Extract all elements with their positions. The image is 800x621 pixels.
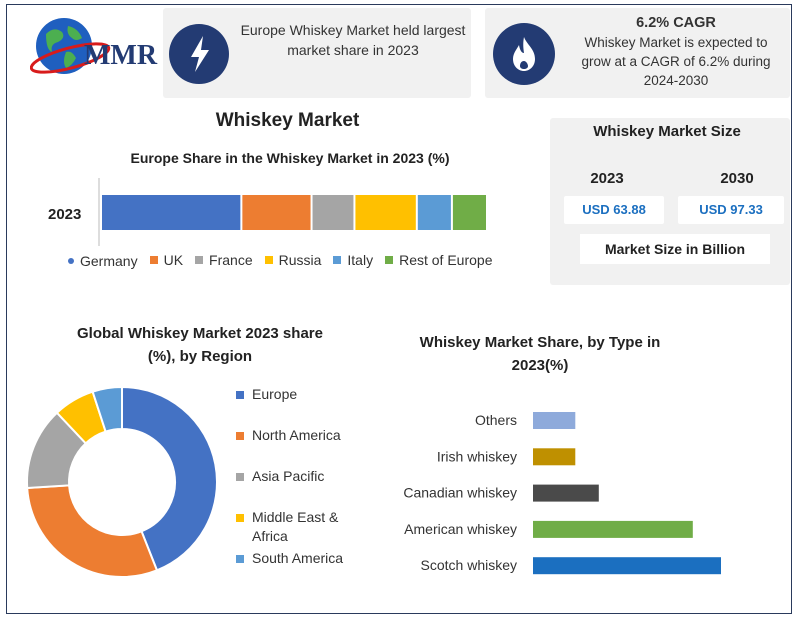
card1-line2: market share in 2023 <box>287 42 419 58</box>
logo: MMR <box>29 12 170 82</box>
legend-label: UK <box>163 252 184 268</box>
type-title-line2: 2023(%) <box>511 357 569 374</box>
europe-segment-germany <box>102 195 241 230</box>
cagr-line2: grow at a CAGR of 6.2% during <box>581 54 771 69</box>
market-size-panel: Whiskey Market Size 2023 2030 USD 63.88 … <box>550 118 790 285</box>
legend-label: Russia <box>278 252 322 268</box>
legend-swatch <box>236 514 244 522</box>
region-legend-europe: Europe <box>236 385 297 404</box>
europe-share-chart: 2023 <box>48 178 486 246</box>
market-size-value-2030: USD 97.33 <box>678 196 784 224</box>
europe-legend-france: France <box>195 252 253 268</box>
region-slice-europe <box>121 385 218 572</box>
europe-legend-germany: Germany <box>68 253 138 269</box>
legend-label: Germany <box>80 253 138 269</box>
region-slice-south-america <box>91 385 123 433</box>
market-size-footer: Market Size in Billion <box>580 234 770 264</box>
europe-legend-rest-of-europe: Rest of Europe <box>385 252 492 268</box>
type-bar-scotch-whiskey <box>533 557 721 575</box>
legend-label: South America <box>252 550 344 566</box>
legend-swatch <box>236 473 244 481</box>
type-bar-canadian-whiskey <box>533 484 599 502</box>
legend-swatch <box>68 258 74 264</box>
market-size-value-2023: USD 63.88 <box>564 196 664 224</box>
legend-swatch <box>264 256 273 264</box>
type-bar-irish-whiskey <box>533 448 576 466</box>
cagr-line1: Whiskey Market is expected to <box>584 35 768 50</box>
legend-label: France <box>209 252 253 268</box>
lightning-icon <box>169 24 229 84</box>
globe-icon <box>29 18 111 74</box>
region-title-line2: (%), by Region <box>147 348 253 365</box>
europe-segment-russia <box>355 195 416 230</box>
europe-highlight-card: Europe Whiskey Market held largest marke… <box>163 8 471 98</box>
legend-label: Italy <box>347 252 374 268</box>
region-slice-north-america <box>26 484 159 578</box>
europe-legend-italy: Italy <box>333 252 373 268</box>
legend-label: North America <box>252 427 341 443</box>
type-title-line1: Whiskey Market Share, by Type in <box>419 334 661 351</box>
cagr-card: 6.2% CAGR Whiskey Market is expected to … <box>485 8 790 98</box>
cagr-title: 6.2% CAGR <box>636 15 716 31</box>
main-title: Whiskey Market <box>215 110 360 131</box>
market-size-title: Whiskey Market Size <box>593 123 741 140</box>
legend-swatch <box>385 256 394 264</box>
europe-segment-france <box>312 195 354 230</box>
infographic-frame <box>6 4 792 614</box>
flame-icon <box>493 23 555 85</box>
europe-legend: Germany UK France Russia Italy Rest of Europe <box>68 251 538 269</box>
region-donut-chart <box>26 385 218 578</box>
europe-category-label: 2023 <box>48 206 81 223</box>
region-chart-title: Global Whiskey Market 2023 share (%), by… <box>60 322 340 368</box>
europe-segment-italy <box>417 195 451 230</box>
legend-label: Europe <box>252 386 298 402</box>
region-legend-south-america: South America <box>236 549 343 568</box>
region-legend-middle-east-africa: Middle East & Africa <box>236 508 338 546</box>
legend-label: Middle East & Africa <box>252 509 339 544</box>
region-legend-north-america: North America <box>236 426 341 445</box>
type-label-others: Others <box>475 412 517 428</box>
market-size-year-2030: 2030 <box>720 170 754 187</box>
region-legend: Europe North America Asia Pacific Middle Ea… <box>236 385 376 575</box>
legend-swatch <box>333 256 342 264</box>
legend-label: Rest of Europe <box>399 252 493 268</box>
legend-swatch <box>149 256 158 264</box>
europe-chart-title: Europe Share in the Whiskey Market in 20… <box>130 150 450 166</box>
type-label-scotch-whiskey: Scotch whiskey <box>421 557 517 573</box>
europe-legend-russia: Russia <box>264 252 322 268</box>
type-label-american-whiskey: American whiskey <box>404 521 517 537</box>
region-legend-asia-pacific: Asia Pacific <box>236 467 324 486</box>
cagr-line3: 2024-2030 <box>643 73 709 88</box>
type-bar-american-whiskey <box>533 520 693 538</box>
legend-swatch <box>195 256 204 264</box>
region-title-line1: Global Whiskey Market 2023 share <box>77 325 323 342</box>
europe-segment-uk <box>242 195 311 230</box>
logo-text: MMR <box>84 40 158 71</box>
legend-swatch <box>236 391 244 399</box>
europe-segment-rest-of-europe <box>452 195 486 230</box>
legend-label: Asia Pacific <box>252 468 325 484</box>
card1-line1: Europe Whiskey Market held largest <box>240 22 466 38</box>
legend-swatch <box>236 432 244 440</box>
europe-legend-uk: UK <box>149 252 184 268</box>
market-size-year-2023: 2023 <box>590 170 624 187</box>
type-label-irish-whiskey: Irish whiskey <box>437 448 517 464</box>
type-bar-chart: Others Irish whiskey Canadian whiskey Ameri… <box>403 412 721 575</box>
type-chart-title: Whiskey Market Share, by Type in 2023(%) <box>395 331 685 377</box>
type-bar-others <box>533 412 576 429</box>
type-label-canadian-whiskey: Canadian whiskey <box>403 485 517 501</box>
legend-swatch <box>236 555 244 563</box>
